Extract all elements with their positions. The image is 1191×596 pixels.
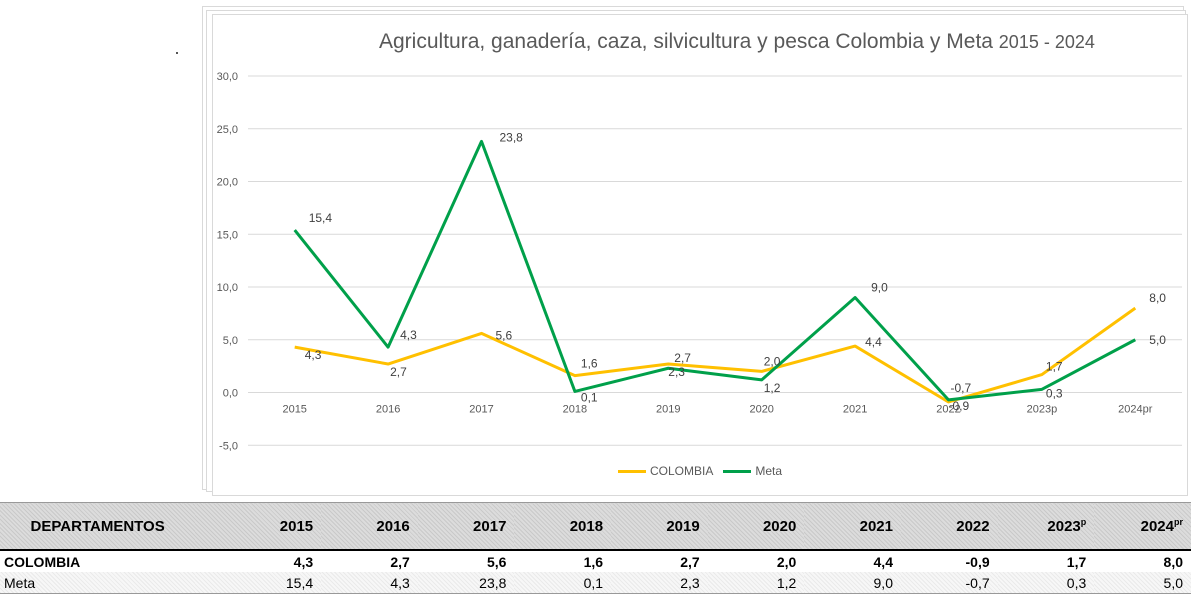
stray-dot: [176, 52, 178, 54]
table-cell: 2,3: [611, 572, 708, 594]
x-tick-label: 2017: [469, 404, 493, 416]
data-label: 1,6: [581, 357, 598, 371]
data-label: 4,3: [400, 328, 417, 342]
header-year: 2015: [195, 502, 322, 551]
legend-item-meta: Meta: [723, 464, 782, 478]
y-tick-label: 30,0: [217, 71, 238, 83]
y-tick-label: 0,0: [223, 388, 238, 400]
header-year: 2021: [804, 502, 901, 551]
header-year: 2022: [900, 502, 998, 551]
table-cell: 5,6: [417, 550, 515, 572]
data-label: 15,4: [309, 211, 333, 225]
chart-panel: [212, 14, 1188, 496]
data-label: 0,1: [581, 390, 598, 404]
table-cell: 15,4: [195, 572, 322, 594]
legend-item-colombia: COLOMBIA: [618, 464, 713, 478]
legend-label-colombia: COLOMBIA: [650, 464, 714, 478]
table-cell: 4,3: [195, 550, 322, 572]
legend-swatch-meta: [723, 469, 752, 473]
data-label: 5,6: [496, 328, 513, 342]
y-tick-label: 25,0: [217, 124, 238, 136]
table-cell: -0,7: [900, 572, 998, 594]
data-label: -0,9: [949, 399, 970, 413]
data-label: 1,7: [1046, 360, 1063, 374]
header-year-2023: 2023p: [997, 502, 1095, 551]
header-year: 2016: [321, 502, 418, 551]
chart-title: Agricultura, ganadería, caza, silvicultu…: [379, 30, 1095, 54]
data-label: 9,0: [871, 281, 888, 295]
x-tick-label: 2023p: [1027, 404, 1058, 416]
table-cell: 0,3: [997, 572, 1095, 594]
x-tick-label: 2015: [282, 404, 306, 416]
data-label: 1,2: [764, 381, 781, 395]
data-label: 8,0: [1149, 291, 1166, 305]
table-cell: -0,9: [900, 550, 998, 572]
header-year-2024: 2024pr: [1094, 502, 1191, 551]
table-cell: 1,7: [997, 550, 1095, 572]
header-sup-p: p: [1080, 517, 1087, 527]
table-cell: 8,0: [1094, 550, 1191, 572]
header-sup-pr: pr: [1174, 517, 1183, 527]
table-cell: 5,0: [1094, 572, 1191, 594]
line-chart: -5,0 0,0 5,0 10,0 15,0 20,0 25,0 30,0 2015 2016 20…: [217, 71, 1182, 452]
x-tick-label: 2022: [936, 404, 960, 416]
row-label: Meta: [0, 572, 196, 594]
data-label: 2,7: [674, 351, 691, 365]
table-row-meta: Meta 15,4 4,3 23,8 0,1 2,3 1,2 9,0 -0,7 …: [0, 572, 1191, 594]
row-label: COLOMBIA: [0, 550, 196, 572]
table-cell: 2,7: [611, 550, 708, 572]
data-label: 2,0: [764, 354, 781, 368]
series-line-colombia: [294, 306, 1137, 404]
data-label: 2,7: [390, 365, 407, 379]
table-cell: 1,6: [514, 550, 612, 572]
table-row-colombia: COLOMBIA 4,3 2,7 5,6 1,6 2,7 2,0 4,4 -0,…: [0, 550, 1191, 572]
data-label: 2,3: [668, 365, 685, 379]
y-tick-label: 5,0: [223, 335, 238, 347]
chart-title-text: Agricultura, ganadería, caza, silvicultu…: [379, 30, 993, 53]
data-label: -0,7: [951, 381, 972, 395]
table-cell: 2,7: [321, 550, 418, 572]
table-cell: 9,0: [804, 572, 901, 594]
y-tick-label: 10,0: [217, 282, 238, 294]
header-year: 2020: [707, 502, 805, 551]
table-cell: 2,0: [707, 550, 805, 572]
data-label: 23,8: [500, 130, 524, 144]
x-tick-label: 2019: [656, 404, 680, 416]
chart-title-years: 2015 - 2024: [998, 32, 1095, 52]
table-cell: 23,8: [417, 572, 515, 594]
legend-swatch-colombia: [618, 469, 646, 473]
table-cell: 0,1: [514, 572, 612, 594]
header-year-text: 2023: [1047, 518, 1081, 535]
chart-legend: COLOMBIA Meta: [618, 464, 792, 478]
header-year: 2019: [611, 502, 708, 551]
header-year: 2017: [417, 502, 515, 551]
data-label: 4,4: [865, 335, 882, 349]
legend-label-meta: Meta: [755, 464, 783, 478]
data-table: DEPARTAMENTOS 2015 2016 2017 2018 2019 2…: [0, 502, 1191, 594]
table-cell: 1,2: [707, 572, 805, 594]
table-cell: 4,4: [804, 550, 901, 572]
header-year-text: 2024: [1140, 518, 1174, 535]
y-tick-label: 20,0: [217, 177, 238, 189]
x-tick-label: 2018: [563, 404, 587, 416]
header-departamentos: DEPARTAMENTOS: [0, 502, 196, 551]
table-cell: 4,3: [321, 572, 418, 594]
x-tick-label: 2020: [749, 404, 773, 416]
data-label: 0,3: [1046, 386, 1063, 400]
x-tick-label: 2016: [376, 404, 400, 416]
series-line-meta: [293, 139, 1137, 402]
y-tick-label: -5,0: [219, 440, 238, 452]
data-label: 4,3: [305, 348, 322, 362]
header-year: 2018: [514, 502, 612, 551]
data-label: 5,0: [1149, 333, 1166, 347]
x-tick-label: 2024pr: [1118, 404, 1153, 416]
y-tick-label: 15,0: [217, 229, 238, 241]
table-header-row: DEPARTAMENTOS 2015 2016 2017 2018 2019 2…: [0, 502, 1191, 551]
x-tick-label: 2021: [843, 404, 867, 416]
